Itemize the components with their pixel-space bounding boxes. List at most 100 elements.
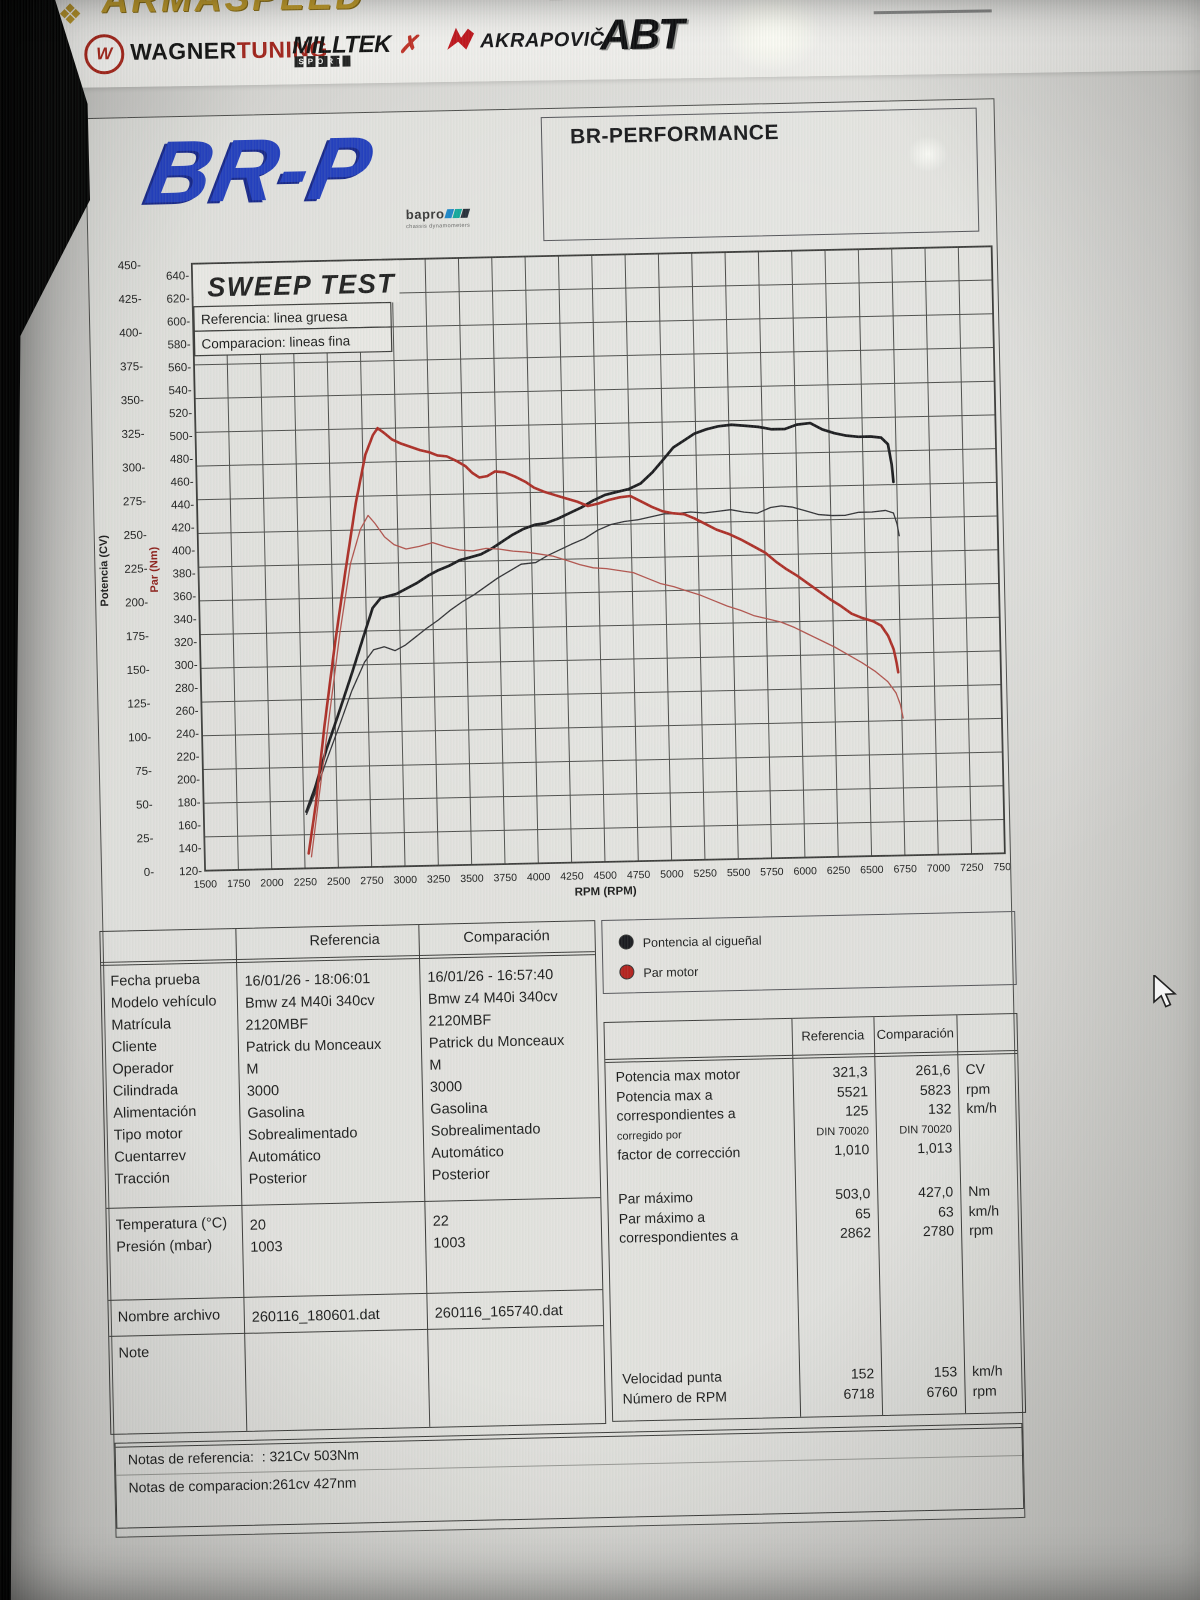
result-comp-value: 132 [927,1100,952,1118]
section-divider [109,1325,604,1337]
row-ref-value: M [246,1061,259,1078]
svg-text:6250: 6250 [827,865,851,878]
svg-text:7000: 7000 [927,862,951,875]
svg-text:5750: 5750 [760,866,784,879]
svg-text:4750: 4750 [627,869,651,882]
armaspeed-emblem-icon: ❖ [57,0,84,31]
svg-text:3750: 3750 [493,872,517,885]
svg-text:7250: 7250 [960,862,984,875]
svg-text:450-: 450- [118,260,141,273]
column-header-referencia: Referencia [801,1027,865,1044]
svg-text:240-: 240- [176,728,199,741]
row-comp-value: Gasolina [430,1100,488,1118]
svg-text:1500: 1500 [194,878,218,891]
svg-text:6000: 6000 [793,865,817,878]
torque-dot-icon [619,964,635,980]
svg-text:460-: 460- [170,476,193,489]
svg-text:5500: 5500 [727,867,751,880]
title-backing [192,260,400,307]
row-label: Alimentación [113,1103,197,1122]
svg-text:2750: 2750 [360,875,384,888]
svg-text:125-: 125- [127,698,150,711]
svg-text:600-: 600- [167,316,190,329]
result-unit: rpm [965,1080,991,1097]
row-ref-value: 3000 [246,1083,280,1100]
legend-annotation-text: Comparacion: lineas fina [201,333,350,351]
akrapovic-logo: AKRAPOVIČ [479,28,605,53]
section-divider [108,1289,603,1301]
result-comp-value: 6760 [926,1382,958,1400]
svg-text:640-: 640- [166,270,189,283]
row-label: Cuentarrev [114,1148,187,1166]
result-comp-value: 1,013 [917,1139,953,1157]
row-comp-value: Posterior [431,1166,490,1184]
curve-legend-box: Pontencia al cigueñal Par motor [601,910,1017,994]
x-axis-title: RPM (RPM) [575,885,637,898]
result-comp-value: 2780 [922,1222,955,1240]
result-label: Par máximo a [618,1208,706,1227]
notes-box: Notas de referencia: : 321Cv 503Nm Notas… [114,1422,1025,1529]
result-comp-value: 427,0 [918,1183,954,1201]
legend-item-torque: Par motor [619,963,698,981]
milltek-swoosh-icon: ✗ [397,31,419,59]
wagner-text: WAGNER [130,37,237,65]
result-unit: km/h [966,1099,997,1117]
legend-torque-label: Par motor [643,964,699,981]
dyno-report-page: BR-P bapro chassis dynamometers BR-PERFO… [84,98,1027,1538]
svg-text:5000: 5000 [660,868,684,881]
svg-text:4500: 4500 [593,870,617,883]
torque-axis-title: Par (Nm) [148,546,161,592]
svg-text:50-: 50- [136,799,153,811]
svg-text:325-: 325- [121,428,144,441]
power-axis-title: Potencia (CV) [98,535,112,607]
row-comp-value: M [429,1057,442,1074]
curve-par-referencia [307,426,900,855]
svg-text:2000: 2000 [260,877,284,890]
row-ref-value: Automático [248,1148,322,1166]
svg-text:120-: 120- [179,866,202,879]
result-label: corregido por [616,1129,682,1143]
ipe-logo: iPE [871,0,926,8]
vehicle-info-table: Referencia Comparación Fecha prueba 16/01/2… [99,920,607,1435]
result-comp-value: 153 [933,1363,958,1380]
svg-text:420-: 420- [171,522,194,535]
legend-annotation-box [193,326,393,357]
row-label: Temperatura (°C) [115,1215,228,1234]
row-ref-value: Patrick du Monceaux [245,1036,382,1056]
result-unit: km/h [968,1202,1000,1219]
svg-text:520-: 520- [169,408,192,421]
result-label: Potencia max a [615,1086,713,1105]
row-label: Cilindrada [112,1082,179,1100]
row-label: Presión (mbar) [116,1237,213,1256]
row-label: Tipo motor [113,1126,183,1144]
svg-text:100-: 100- [128,732,151,745]
svg-text:300-: 300- [174,660,197,673]
chart-title: SWEEP TEST [207,268,397,302]
result-unit: CV [965,1060,986,1078]
result-comp-value: DIN 70020 [899,1123,953,1137]
row-ref-value: Bmw z4 M40i 340cv [244,992,375,1012]
result-comp-value: 63 [937,1202,954,1220]
row-ref-value: 16/01/26 - 18:06:01 [244,971,371,990]
row-label: Tracción [114,1170,171,1188]
svg-text:25-: 25- [137,833,154,845]
result-comp-value: 261,6 [915,1061,951,1079]
power-dot-icon [618,934,634,950]
svg-text:4000: 4000 [527,871,551,884]
svg-text:350-: 350- [121,395,144,408]
svg-text:6750: 6750 [893,863,917,876]
result-label: Par máximo [618,1189,694,1207]
svg-text:160-: 160- [178,820,201,833]
svg-text:540-: 540- [168,385,191,398]
svg-text:7500: 7500 [993,861,1011,874]
svg-text:340-: 340- [173,614,196,627]
result-label: Velocidad punta [622,1368,723,1387]
svg-text:200-: 200- [177,774,200,787]
row-label: Note [118,1344,150,1362]
row-comp-value: Automático [431,1144,504,1162]
column-header-referencia: Referencia [309,931,380,950]
row-comp-value: 2120MBF [428,1012,492,1030]
row-comp-value: Sobrealimentado [430,1121,541,1140]
row-ref-value: 20 [249,1217,267,1234]
legend-power-label: Pontencia al cigueñal [642,933,762,951]
